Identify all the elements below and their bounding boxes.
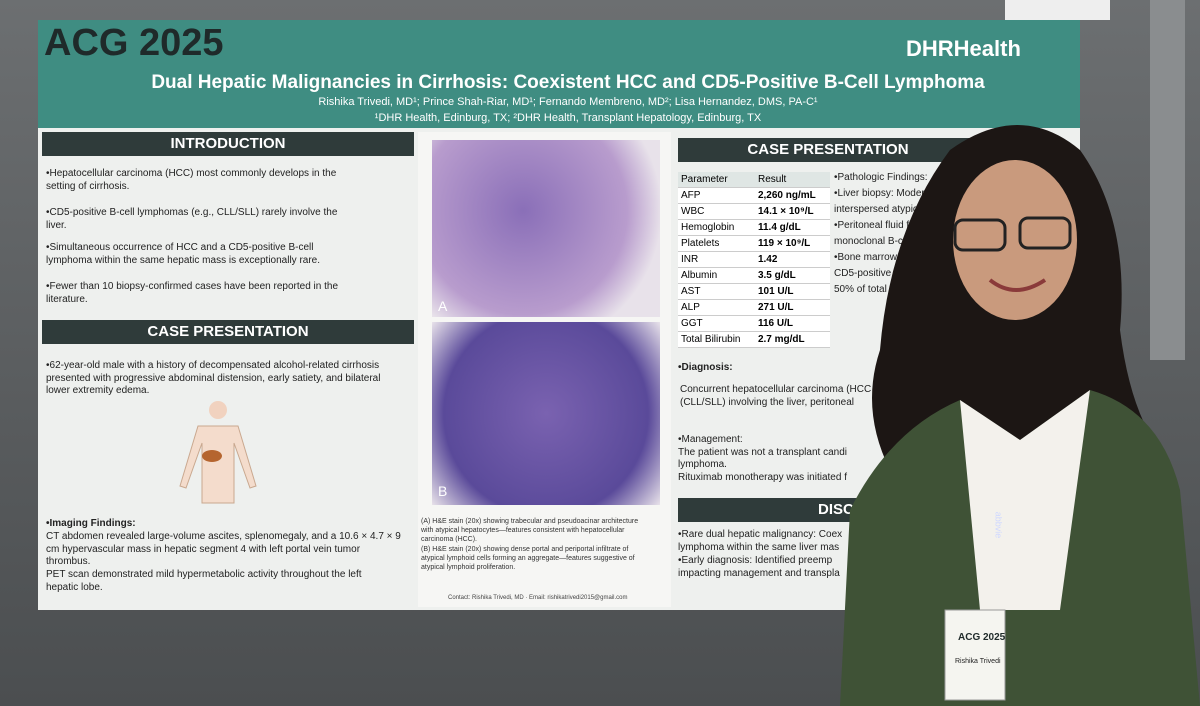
table-cell: Total Bilirubin [678,331,755,348]
figure-label: A [438,298,448,314]
imaging-heading: •Imaging Findings: [46,518,136,529]
pathology-line: CD5-positive [834,268,892,279]
table-row: ALP 271 U/L [678,299,830,316]
table-row: AST 101 U/L [678,283,830,300]
management-line: •Management: [678,434,743,445]
table-cell: 14.1 × 10⁹/L [754,203,830,220]
table-row: INR 1.42 [678,251,830,268]
table-row: Total Bilirubin 2.7 mg/dL [678,331,830,348]
discussion-line: lymphoma within the same liver mas [678,542,840,553]
lab-table: Parameter Result AFP 2,260 ng/mL WBC 14.1 × 1… [678,172,830,348]
diagnosis-line: (CLL/SLL) involving the liver, peritonea… [680,396,854,408]
table-cell: Platelets [678,235,755,252]
table-cell: Albumin [678,267,755,284]
table-cell: 1.42 [754,251,830,268]
discussion-line: •Early diagnosis: Identified preemp [678,555,833,566]
table-cell: 2,260 ng/mL [754,187,830,204]
table-cell: 116 U/L [754,315,830,332]
bullet: •Simultaneous occurrence of HCC and a CD… [46,242,321,266]
micrograph-b [432,322,660,505]
header-cell: Result [754,172,830,188]
poster-title: Dual Hepatic Malignancies in Cirrhosis: … [151,72,985,93]
table-row: Platelets 119 × 10⁹/L [678,235,830,252]
table-cell: 11.4 g/dL [754,219,830,236]
discussion-line: •Rare dual hepatic malignancy: Coex [678,529,843,540]
pathology-line: •Peritoneal fluid flow [834,220,925,231]
affiliations: ¹DHR Health, Edinburg, TX; ²DHR Health, … [374,112,762,124]
diagnosis-heading: •Diagnosis: [678,362,733,373]
history: •62-year-old male with a history of deco… [46,360,381,396]
table-row: AFP 2,260 ng/mL [678,187,830,204]
diagnosis: Concurrent hepatocellular carcinoma (HCC… [680,384,880,409]
table-cell: 271 U/L [754,299,830,316]
pathology: •Pathologic Findings: •Liver biopsy: Mode… [834,170,944,298]
table-cell: GGT [678,315,755,332]
presenter [840,125,1200,706]
management-line: The patient was not a transplant candi [678,446,847,458]
management-line: Rituximab monotherapy was initiated f [678,471,847,483]
badge-event: ACG 2025 [958,632,1006,643]
table-header: Parameter Result [678,172,830,188]
bullet: •Fewer than 10 biopsy-confirmed cases ha… [46,281,339,305]
header-cell: Parameter [678,172,755,188]
imaging: CT abdomen revealed large-volume ascites… [46,531,401,567]
management: •Management: The patient was not a transp… [678,434,878,484]
table-cell: 119 × 10⁹/L [754,235,830,252]
pathology-line: •Liver biopsy: Moderat [834,188,934,199]
table-cell: AST [678,283,755,300]
body-figure [179,401,257,504]
table-cell: Hemoglobin [678,219,755,236]
management-line: lymphoma. [678,459,727,470]
stand [1150,0,1185,360]
section-heading: CASE PRESENTATION [678,138,978,162]
bullet: •CD5-positive B-cell lymphomas (e.g., CL… [46,207,338,231]
pathology-line: monoclonal B-cell p [834,236,922,247]
diagnosis-line: Concurrent hepatocellular carcinoma (HCC [680,384,872,395]
table-cell: INR [678,251,755,268]
contact: Contact: Rishika Trivedi, MD · Email: ri… [448,595,628,601]
micrograph-a [432,140,660,317]
bullet: •Hepatocellular carcinoma (HCC) most com… [46,168,337,192]
table-cell: 2.7 mg/dL [754,331,830,348]
discussion-line: impacting management and transpla [678,568,840,579]
pathology-line: 50% of total c [834,284,895,295]
caption: (B) H&E stain (20x) showing dense portal… [421,546,635,571]
sponsor-logo: DHRHealth [906,36,1021,61]
pathology-line: interspersed atypical l [834,204,931,215]
section-heading: CASE PRESENTATION [42,320,414,344]
pathology-line: •Pathologic Findings: [834,172,928,183]
table-row: WBC 14.1 × 10⁹/L [678,203,830,220]
table-row: Albumin 3.5 g/dL [678,267,830,284]
authors: Rishika Trivedi, MD¹; Prince Shah-Riar, … [318,96,818,108]
caption: (A) H&E stain (20x) showing trabecular a… [421,518,639,543]
table-cell: WBC [678,203,755,220]
figure-label: B [438,483,448,499]
poster-header [38,20,1080,128]
discussion: •Rare dual hepatic malignancy: Coex lymph… [678,528,878,580]
table-row: Hemoglobin 11.4 g/dL [678,219,830,236]
table-row: GGT 116 U/L [678,315,830,332]
logo: ACG 2025 [44,22,224,64]
section-heading: INTRODUCTION [42,132,414,156]
sign [1005,0,1110,20]
badge-name: Rishika Trivedi [955,658,1001,665]
pet: PET scan demonstrated mild hypermetaboli… [46,569,362,593]
table-cell: 101 U/L [754,283,830,300]
pathology-line: •Bone marrow a [834,252,906,263]
table-cell: 3.5 g/dL [754,267,830,284]
lanyard-text: abbvie [993,511,1004,539]
table-cell: AFP [678,187,755,204]
table-cell: ALP [678,299,755,316]
